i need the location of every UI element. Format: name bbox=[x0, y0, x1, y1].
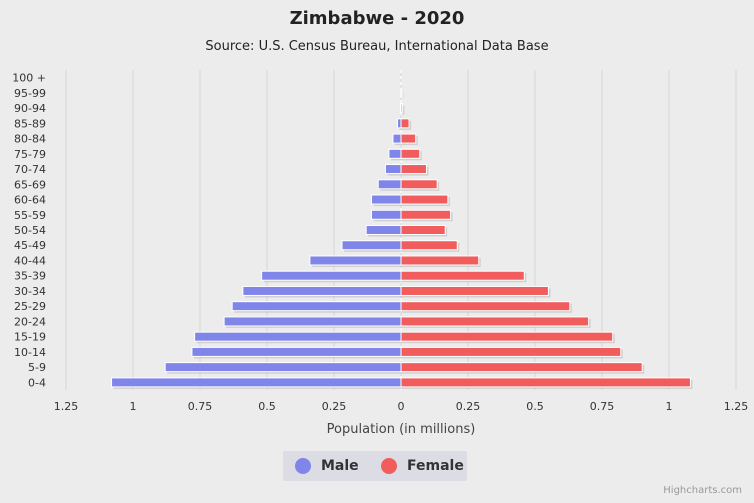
y-tick-label: 30-34 bbox=[14, 285, 46, 298]
bar-male[interactable] bbox=[371, 194, 402, 205]
y-tick-label: 35-39 bbox=[14, 270, 46, 283]
x-tick-label: 0.75 bbox=[188, 400, 213, 413]
y-tick-label: 55-59 bbox=[14, 209, 46, 222]
bar-female[interactable] bbox=[400, 377, 691, 388]
bar-female[interactable] bbox=[400, 270, 525, 281]
legend-label-male: Male bbox=[321, 458, 359, 474]
bar-male[interactable] bbox=[341, 240, 402, 251]
bar-male[interactable] bbox=[194, 331, 402, 342]
y-tick-label: 85-89 bbox=[14, 117, 46, 130]
x-tick-label: 1.25 bbox=[54, 400, 79, 413]
bar-male[interactable] bbox=[164, 362, 402, 373]
legend-item-male[interactable]: Male bbox=[295, 458, 359, 474]
bar-male[interactable] bbox=[397, 118, 402, 129]
bar-female[interactable] bbox=[400, 255, 480, 266]
bar-male[interactable] bbox=[371, 209, 402, 220]
chart-title: Zimbabwe - 2020 bbox=[289, 8, 465, 29]
bar-female[interactable] bbox=[400, 225, 446, 235]
legend-item-female[interactable]: Female bbox=[381, 458, 464, 474]
bar-female[interactable] bbox=[400, 331, 614, 342]
bar-male[interactable] bbox=[111, 377, 402, 388]
y-tick-label: 10-14 bbox=[14, 346, 46, 359]
bar-shadow bbox=[403, 105, 405, 115]
x-tick-label: 0.5 bbox=[258, 400, 276, 413]
bar-male[interactable] bbox=[231, 301, 402, 312]
bar-male[interactable] bbox=[309, 255, 402, 266]
y-tick-label: 100 + bbox=[12, 72, 46, 85]
y-tick-label: 5-9 bbox=[28, 361, 46, 374]
bar-male[interactable] bbox=[261, 270, 402, 281]
chart-subtitle: Source: U.S. Census Bureau, Internationa… bbox=[205, 39, 549, 54]
y-tick-label: 80-84 bbox=[14, 133, 46, 146]
bar-female[interactable] bbox=[400, 285, 549, 296]
y-tick-label: 70-74 bbox=[14, 163, 46, 176]
bar-female[interactable] bbox=[400, 316, 590, 327]
bars-group bbox=[111, 87, 693, 389]
bar-female[interactable] bbox=[400, 346, 622, 357]
x-tick-label: 1 bbox=[130, 400, 137, 413]
bar-male[interactable] bbox=[365, 225, 402, 235]
y-axis-labels: 100 + 95-99 90-94 85-89 80-84 75-79 70-74 65-69… bbox=[12, 72, 46, 390]
bar-male[interactable] bbox=[242, 285, 402, 296]
y-tick-label: 40-44 bbox=[14, 254, 46, 267]
bar-female[interactable] bbox=[400, 133, 417, 144]
y-tick-label: 75-79 bbox=[14, 148, 46, 161]
legend: Male Female bbox=[283, 451, 467, 481]
bar-female[interactable] bbox=[400, 301, 571, 312]
bar-male[interactable] bbox=[191, 346, 402, 357]
bar-female[interactable] bbox=[400, 148, 421, 159]
x-tick-label: 1.25 bbox=[724, 400, 749, 413]
y-tick-label: 20-24 bbox=[14, 315, 46, 328]
bar-female[interactable] bbox=[400, 194, 449, 205]
bar-female[interactable] bbox=[400, 240, 458, 251]
y-tick-label: 15-19 bbox=[14, 331, 46, 344]
bar-female[interactable] bbox=[400, 103, 403, 114]
bar-female[interactable] bbox=[400, 209, 452, 220]
legend-marker-male bbox=[295, 458, 311, 474]
y-tick-label: 60-64 bbox=[14, 194, 46, 207]
x-tick-label: 0.25 bbox=[456, 400, 481, 413]
y-tick-label: 50-54 bbox=[14, 224, 46, 237]
credits-link[interactable]: Highcharts.com bbox=[663, 485, 742, 496]
bar-female[interactable] bbox=[400, 362, 643, 373]
x-tick-label: 0 bbox=[398, 400, 405, 413]
x-tick-label: 0.75 bbox=[590, 400, 615, 413]
x-tick-label: 1 bbox=[666, 400, 673, 413]
x-tick-label: 0.25 bbox=[322, 400, 347, 413]
bar-male[interactable] bbox=[377, 179, 402, 190]
bar-male[interactable] bbox=[388, 148, 402, 159]
legend-label-female: Female bbox=[407, 458, 464, 474]
y-tick-label: 45-49 bbox=[14, 239, 46, 252]
x-tick-label: 0.5 bbox=[526, 400, 544, 413]
x-axis-labels: 1.25 1 0.75 0.5 0.25 0 0.25 0.5 0.75 1 1.25 bbox=[54, 400, 749, 413]
bar-female[interactable] bbox=[400, 164, 427, 175]
y-tick-label: 65-69 bbox=[14, 178, 46, 191]
legend-marker-female bbox=[381, 458, 397, 474]
y-tick-label: 95-99 bbox=[14, 87, 46, 100]
y-tick-label: 0-4 bbox=[28, 376, 46, 389]
bar-female[interactable] bbox=[400, 179, 438, 190]
bar-male[interactable] bbox=[392, 133, 402, 144]
x-axis-title: Population (in millions) bbox=[327, 422, 476, 437]
y-tick-label: 90-94 bbox=[14, 102, 46, 115]
bar-male[interactable] bbox=[223, 316, 402, 327]
bar-female[interactable] bbox=[400, 118, 410, 129]
y-tick-label: 25-29 bbox=[14, 300, 46, 313]
bar-male[interactable] bbox=[384, 164, 402, 175]
